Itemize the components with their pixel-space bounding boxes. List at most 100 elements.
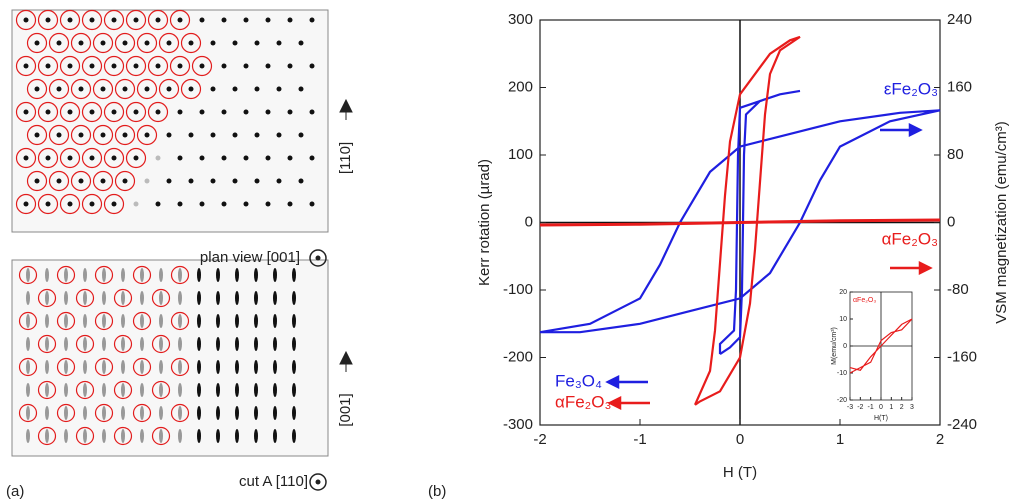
series-line [849,318,913,374]
selection-circle [151,288,171,308]
spot [210,132,216,138]
spot [23,17,29,23]
selection-circle [48,170,70,192]
spot [177,155,183,161]
spot [155,63,161,69]
streak [64,406,68,420]
spot [188,132,194,138]
selection-circle [59,147,81,169]
spot [287,201,293,207]
y-tick-label: 20 [839,289,847,296]
selection-circle [81,9,103,31]
selection-circle [125,55,147,77]
spot [309,155,315,161]
spot [276,132,282,138]
streak [292,406,296,420]
spot [265,201,271,207]
x-tick-label: 0 [736,431,744,448]
spot [243,17,249,23]
streak [235,383,239,397]
selection-circle [81,193,103,215]
streak [26,291,30,305]
spot [166,132,172,138]
streak [159,360,163,374]
spot [45,63,51,69]
y-axis-label: M(emu/cm³) [831,327,838,365]
streak [102,268,106,282]
streak [197,429,201,443]
spot [221,63,227,69]
streak [292,314,296,328]
selection-circle [125,9,147,31]
spot [254,86,260,92]
streak [83,291,87,305]
streak [102,429,106,443]
selection-circle [37,426,57,446]
spot [67,155,73,161]
spot [56,178,62,184]
spot [144,178,150,184]
streak [235,406,239,420]
panel-label: (a) [6,483,24,500]
spot [133,155,139,161]
streak [121,429,125,443]
spot [56,132,62,138]
streak [159,337,163,351]
streak [159,383,163,397]
selection-circle [18,311,38,331]
streak [216,383,220,397]
inset-title: αFe₂O₃ [853,297,876,304]
streak [140,268,144,282]
selection-circle [151,380,171,400]
spot [89,155,95,161]
spot [89,63,95,69]
streak [178,429,182,443]
spot [232,132,238,138]
streak [140,337,144,351]
y2-tick-label: 240 [947,11,972,28]
streak [45,406,49,420]
spot [298,132,304,138]
x-tick-label: -2 [533,431,546,448]
y-tick-label: 0 [525,213,533,230]
selection-circle [37,101,59,123]
selection-circle [92,78,114,100]
spot [177,109,183,115]
x-tick-label: 1 [889,404,893,411]
streak [273,429,277,443]
x-axis-label: H(T) [874,415,888,422]
streak [197,360,201,374]
selection-circle [92,32,114,54]
y-tick-label: -10 [837,370,847,377]
spot [298,40,304,46]
spot [144,132,150,138]
spot [111,109,117,115]
spot [45,17,51,23]
series-label: αFe₂O₃ [882,229,938,248]
streak [235,268,239,282]
spot [177,17,183,23]
spot [210,40,216,46]
streak [26,337,30,351]
spot [309,109,315,115]
spot [100,132,106,138]
streak [273,314,277,328]
streak [102,337,106,351]
spot [265,155,271,161]
streak [273,406,277,420]
spot [111,63,117,69]
streak [273,337,277,351]
spot [100,40,106,46]
spot [188,178,194,184]
spot [45,201,51,207]
selection-circle [132,403,152,423]
selection-circle [114,170,136,192]
spot [100,178,106,184]
selection-circle [15,55,37,77]
streak [83,360,87,374]
streak [26,360,30,374]
x-tick-label: 2 [936,431,944,448]
selection-circle [59,55,81,77]
caption: cut A [110] [239,473,308,490]
selection-circle [15,9,37,31]
